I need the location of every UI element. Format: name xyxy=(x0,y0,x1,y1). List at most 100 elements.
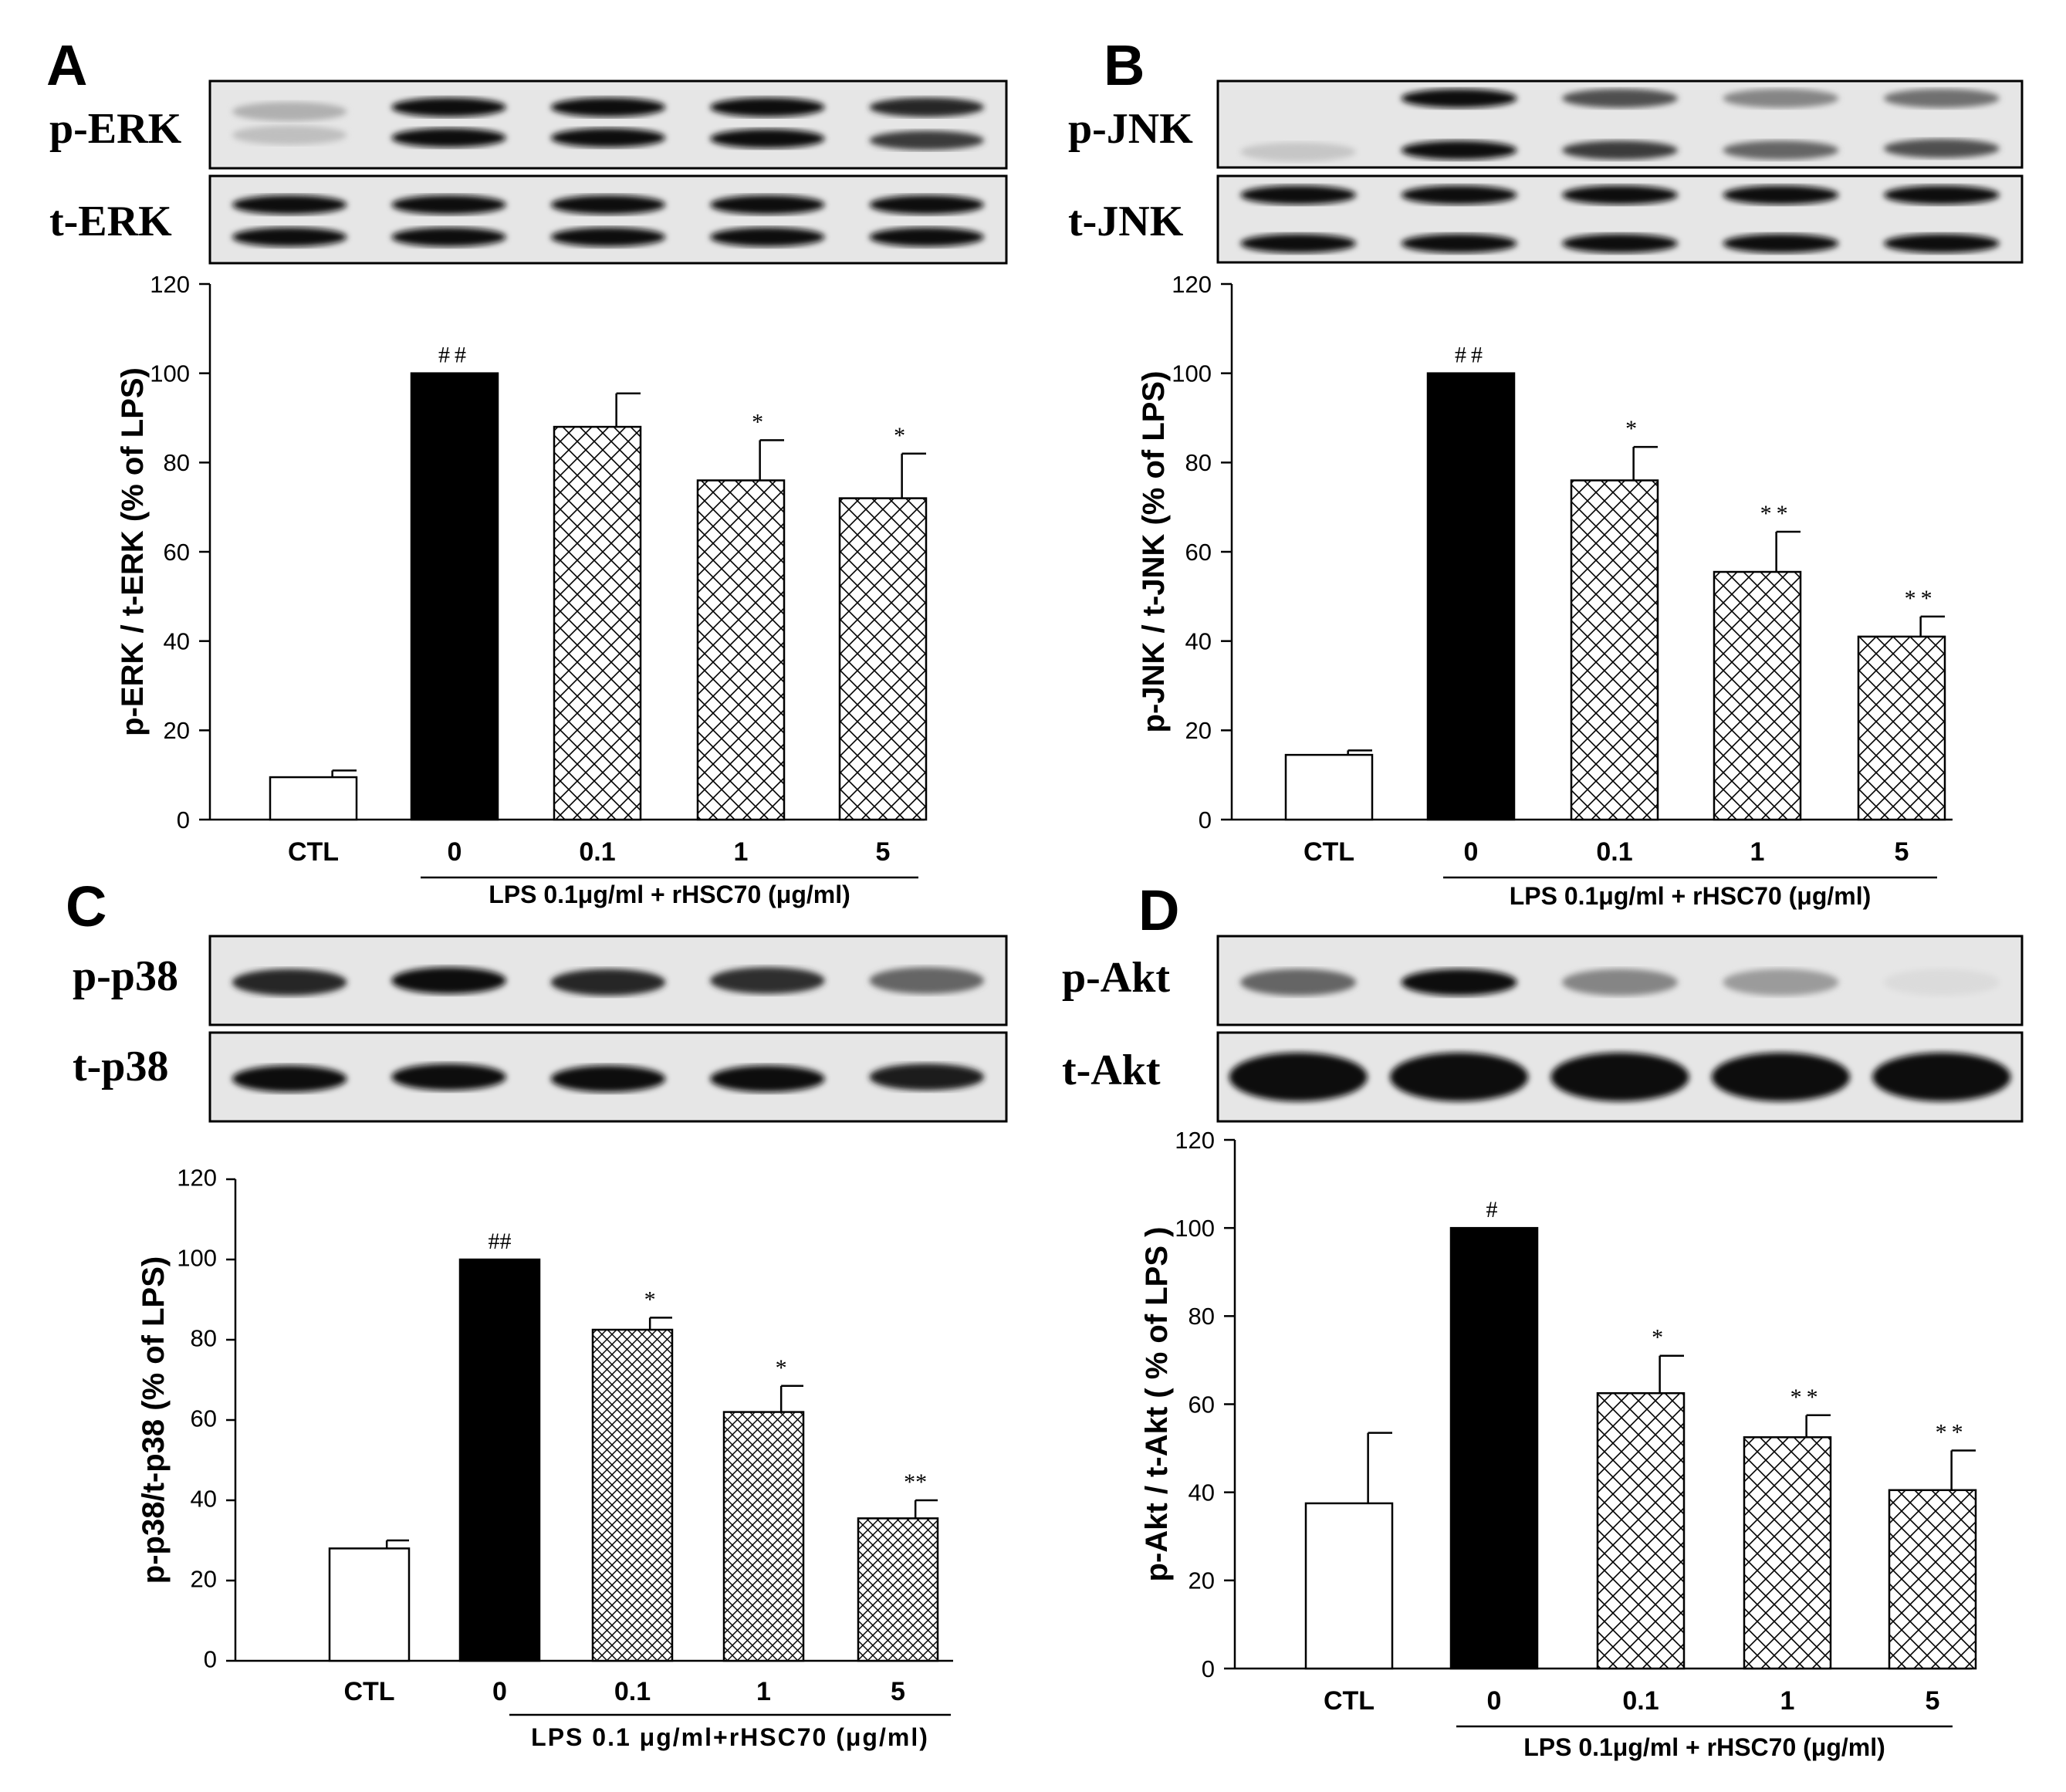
significance-label-0: ## xyxy=(438,343,471,368)
significance-label-1: ** xyxy=(1790,1385,1823,1410)
bar-1 xyxy=(696,479,786,821)
category-label-0.1: 0.1 xyxy=(1622,1686,1659,1716)
blot-frame xyxy=(208,79,1008,170)
panel-a: p-ERK t-ERK 0 20 40 60 80 100 120 p-ERK / t-ERK (… xyxy=(49,79,1008,908)
panel-letter-c: C xyxy=(66,874,107,938)
bar-1 xyxy=(1713,570,1802,821)
blot-band xyxy=(1883,89,2000,108)
blot-label-t-p38: t-p38 xyxy=(73,1043,168,1090)
blot-label-t-ERK: t-ERK xyxy=(49,198,172,245)
significance-label-5: ** xyxy=(904,1469,927,1495)
category-label-CTL: CTL xyxy=(288,837,339,867)
y-tick-label: 80 xyxy=(191,1324,217,1351)
axes-d: 0 20 40 60 80 100 120 xyxy=(1175,1127,1972,1682)
blot-strip-b-1 xyxy=(1216,79,2024,169)
blot-band xyxy=(1711,1052,1851,1102)
significance-label-5: * xyxy=(894,423,910,448)
y-tick-label: 120 xyxy=(150,271,190,298)
blot-label-p-ERK: p-ERK xyxy=(49,105,182,153)
y-tick-label: 100 xyxy=(1172,360,1212,387)
category-label-0.1: 0.1 xyxy=(614,1677,651,1706)
blot-strip-d-1 xyxy=(1216,935,2024,1026)
category-label-0: 0 xyxy=(1487,1686,1502,1716)
bar-0 xyxy=(410,372,499,821)
blot-band xyxy=(391,227,506,247)
blot-band xyxy=(232,194,347,215)
blot-band xyxy=(550,97,666,117)
bar-0.1 xyxy=(591,1328,674,1662)
category-label-0.1: 0.1 xyxy=(579,837,615,867)
bar-0.1 xyxy=(553,425,642,821)
blot-band xyxy=(1561,234,1679,253)
category-label-CTL: CTL xyxy=(1304,837,1354,867)
category-label-CTL: CTL xyxy=(343,1677,394,1706)
significance-label-1: * xyxy=(752,409,768,434)
axes-c: 0 20 40 60 80 100 120 xyxy=(177,1164,953,1672)
group-label: LPS 0.1μg/ml + rHSC70 (μg/ml) xyxy=(489,881,850,908)
blot-band xyxy=(232,102,347,121)
y-tick-label: 100 xyxy=(150,360,190,387)
bar-0.1 xyxy=(1596,1391,1686,1670)
blot-strip-a-2 xyxy=(208,174,1008,265)
blot-band xyxy=(710,129,825,149)
y-tick-label: 100 xyxy=(177,1244,217,1271)
y-tick-label: 0 xyxy=(1199,806,1212,833)
y-tick-label: 120 xyxy=(177,1164,217,1191)
category-label-0: 0 xyxy=(448,837,462,867)
y-tick-label: 20 xyxy=(164,717,190,744)
blot-band xyxy=(550,969,666,996)
y-tick-label: 80 xyxy=(1189,1303,1215,1330)
significance-label-5: ** xyxy=(1936,1419,1968,1445)
y-tick-label: 20 xyxy=(1189,1567,1215,1594)
blot-band xyxy=(1723,140,1839,160)
blot-strip-c-1 xyxy=(208,935,1008,1026)
blot-band xyxy=(869,97,985,117)
blot-band xyxy=(1883,185,2000,205)
significance-label-0: ## xyxy=(489,1229,512,1254)
bar-0.1 xyxy=(1570,479,1659,821)
blot-label-t-JNK: t-JNK xyxy=(1068,198,1184,245)
y-tick-label: 60 xyxy=(1185,539,1212,566)
blot-band xyxy=(1401,89,1517,108)
blot-band xyxy=(550,227,666,247)
blot-band xyxy=(869,227,985,247)
category-label-1: 1 xyxy=(756,1677,771,1706)
category-label-CTL: CTL xyxy=(1324,1686,1375,1716)
y-tick-label: 20 xyxy=(1185,717,1212,744)
blot-band xyxy=(232,227,347,247)
blot-band xyxy=(869,1063,985,1090)
y-tick-label: 0 xyxy=(1202,1655,1215,1682)
group-label: LPS 0.1μg/ml + rHSC70 (μg/ml) xyxy=(1523,1733,1885,1761)
blot-band xyxy=(1561,969,1679,996)
significance-label-0.1: * xyxy=(1625,416,1642,441)
blot-band xyxy=(710,194,825,215)
blot-band xyxy=(550,194,666,215)
blot-band xyxy=(391,967,506,994)
blot-band xyxy=(1872,1052,2011,1102)
blot-label-p-Akt: p-Akt xyxy=(1062,954,1170,1002)
blot-band xyxy=(232,969,347,996)
significance-label-5: ** xyxy=(1905,586,1937,611)
y-axis-title: p-Akt / t-Akt ( % of LPS ) xyxy=(1140,1227,1174,1582)
panel-letter-b: B xyxy=(1104,33,1145,97)
blot-band xyxy=(1561,89,1679,108)
category-label-0: 0 xyxy=(1464,837,1479,867)
blot-band xyxy=(1561,185,1679,205)
blot-band xyxy=(391,128,506,147)
blot-band xyxy=(1401,140,1517,160)
blot-band xyxy=(710,967,825,994)
y-tick-label: 100 xyxy=(1175,1215,1215,1242)
significance-label-0.1: * xyxy=(1652,1325,1668,1351)
blot-band xyxy=(710,227,825,247)
category-label-0: 0 xyxy=(492,1677,507,1706)
y-tick-label: 60 xyxy=(164,539,190,566)
bar-CTL xyxy=(269,776,358,821)
blot-band xyxy=(1883,139,2000,158)
blot-band xyxy=(1561,140,1679,160)
y-tick-label: 40 xyxy=(164,628,190,655)
category-label-1: 1 xyxy=(1780,1686,1795,1716)
category-label-1: 1 xyxy=(734,837,749,867)
blot-band xyxy=(710,1065,825,1093)
